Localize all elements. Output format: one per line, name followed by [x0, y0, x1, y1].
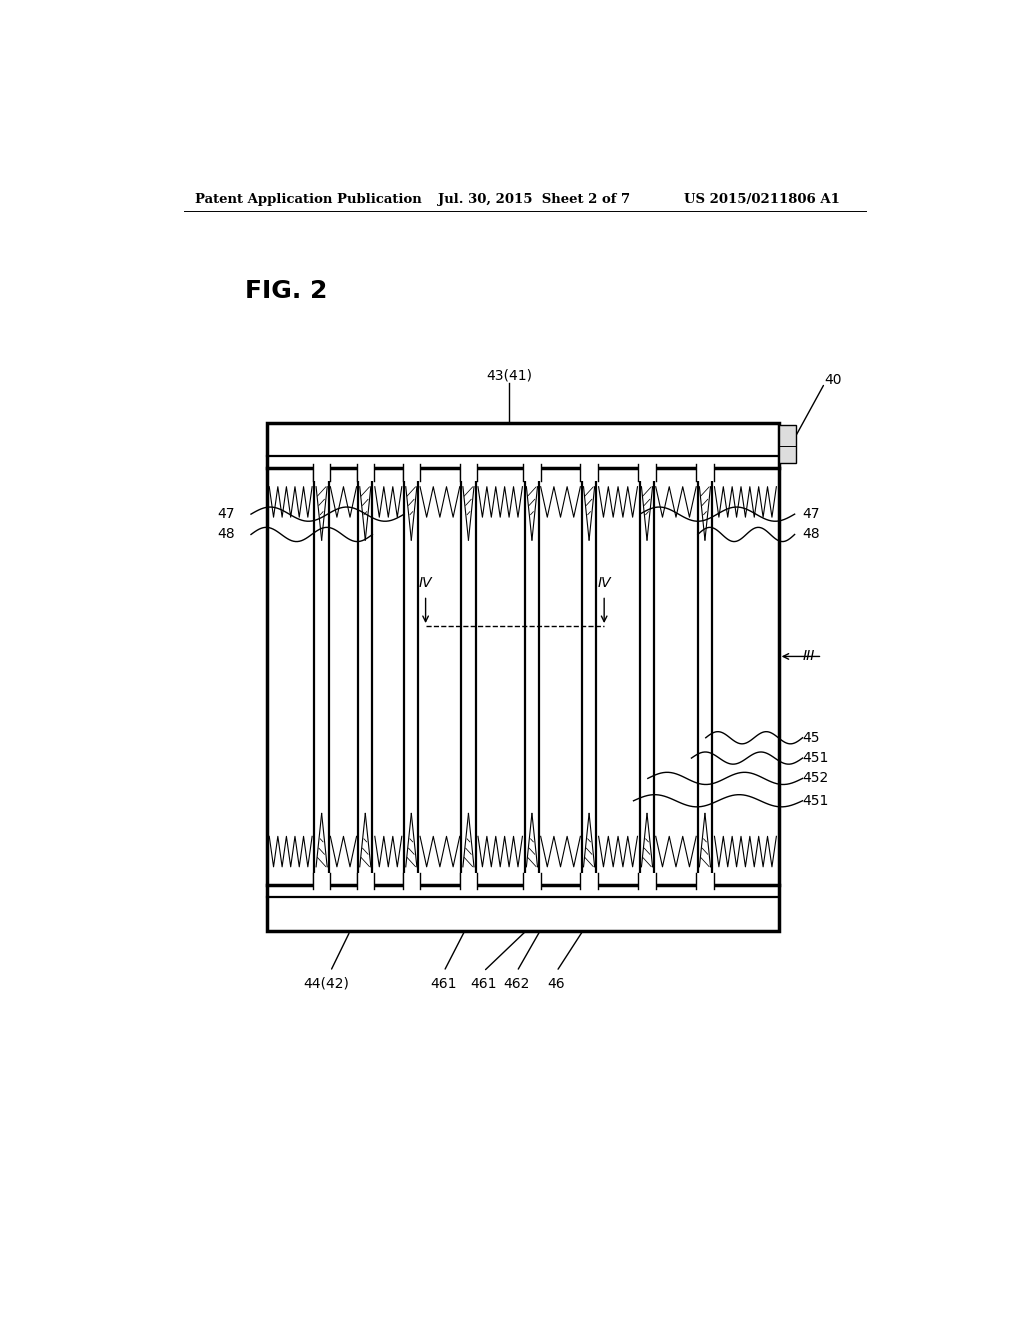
Bar — [402, 465, 420, 480]
Text: Patent Application Publication: Patent Application Publication — [196, 193, 422, 206]
Bar — [581, 465, 598, 480]
Bar — [460, 873, 477, 890]
Bar — [267, 422, 778, 469]
Bar — [267, 886, 778, 931]
Text: 43(41): 43(41) — [486, 368, 531, 381]
Bar — [313, 465, 331, 480]
Bar — [581, 873, 598, 890]
Bar — [778, 425, 797, 463]
Text: 461: 461 — [470, 977, 497, 990]
Text: 47: 47 — [218, 507, 236, 521]
Text: US 2015/0211806 A1: US 2015/0211806 A1 — [684, 193, 840, 206]
Text: 46: 46 — [548, 977, 565, 990]
Bar — [638, 465, 655, 480]
Bar — [696, 873, 714, 890]
Text: IV: IV — [419, 577, 432, 590]
Bar — [523, 873, 541, 890]
Bar — [402, 873, 420, 890]
Bar — [523, 465, 541, 480]
Text: 40: 40 — [824, 374, 843, 387]
Text: 462: 462 — [504, 977, 530, 990]
Bar — [313, 873, 331, 890]
Bar — [356, 873, 374, 890]
Bar — [356, 465, 374, 480]
Text: 48: 48 — [217, 528, 236, 541]
Text: 44(42): 44(42) — [303, 977, 349, 990]
Text: FIG. 2: FIG. 2 — [246, 279, 328, 302]
Text: 461: 461 — [431, 977, 457, 990]
Text: IV: IV — [597, 577, 611, 590]
Text: 45: 45 — [803, 731, 820, 744]
Text: 48: 48 — [803, 528, 820, 541]
Bar — [696, 465, 714, 480]
Text: Jul. 30, 2015  Sheet 2 of 7: Jul. 30, 2015 Sheet 2 of 7 — [437, 193, 630, 206]
Bar — [638, 873, 655, 890]
Bar — [460, 465, 477, 480]
Text: 451: 451 — [803, 793, 829, 808]
Text: 47: 47 — [803, 507, 820, 521]
Text: 451: 451 — [803, 751, 829, 766]
Text: 452: 452 — [803, 771, 828, 785]
Text: III: III — [803, 649, 815, 664]
